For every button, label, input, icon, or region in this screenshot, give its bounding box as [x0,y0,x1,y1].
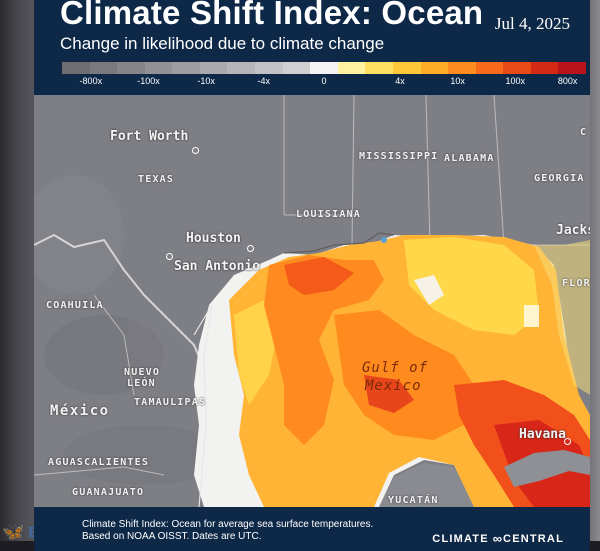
brand-word-1: CLIMATE [432,532,489,545]
city-label-fort-worth: Fort Worth [110,129,189,144]
mexico-coastline [193,304,213,507]
gulf-map: Fort Worth TEXAS MISSISSIPPI ALABAMA GEO… [34,95,590,507]
legend-tick-label: 100x [505,76,526,86]
legend-tick-label: -100x [137,76,160,86]
legend-tick-label: -4x [257,76,270,86]
legend-swatch [558,62,586,74]
source-note-line-1: Climate Shift Index: Ocean for average s… [82,519,374,530]
legend-tick-labels: -800x -100x -10x -4x 0 4x 10x 100x 800x [62,74,586,94]
legend-swatch [475,62,504,74]
legend-swatch [255,62,283,74]
legend-swatch [62,62,90,74]
brand-word-2: CENTRAL [503,532,564,545]
legend-swatch [365,62,393,74]
legend-swatch [227,62,256,74]
legend-swatch [310,62,338,74]
city-dot-san-antonio [166,253,173,260]
city-label-havana: Havana [519,427,566,442]
infinity-icon: ∞ [492,531,502,546]
terrain-texture [34,175,224,485]
state-label-georgia: GEORGIA [534,173,585,184]
legend-tick-label: -800x [79,76,103,86]
legend-tick-label: 0 [321,76,327,86]
sea-label-gulf-of: Gulf of [362,360,429,376]
legend-tick-label: 800x [557,76,578,86]
csi-low-zone-east [404,237,539,335]
state-label-leon: LEÓN [127,378,156,389]
city-dot-houston [247,245,254,252]
state-label-coahuila: COAHUILA [46,300,104,311]
city-label-san-antonio: San Antonio [174,259,261,274]
graphic-header: Climate Shift Index: Ocean Change in lik… [34,0,590,95]
csi-very-high-zone-north [284,257,354,295]
csi-low-zone-west [234,300,279,405]
legend-swatch [337,62,366,74]
legend-swatch [89,62,118,74]
source-note: Climate Shift Index: Ocean for average s… [82,519,412,543]
csi-neutral-patch-2 [524,305,539,327]
city-label-houston: Houston [186,231,241,246]
state-label-guanajuato: GUANAJUATO [72,487,145,498]
legend-swatch [199,62,228,74]
csi-neutral-patch [414,275,444,305]
legend-swatch [172,62,200,74]
state-label-mississippi: MISSISSIPPI [359,151,439,162]
csi-very-high-zone-central [364,375,414,413]
photo-surround-left [0,0,34,551]
legend-tick-label: 4x [395,76,405,86]
rio-grande-border [34,233,210,381]
state-label-louisiana: LOUISIANA [296,209,361,220]
legend-swatch [530,62,559,74]
edge-letter: C [580,127,588,138]
graphic-footer: Climate Shift Index: Ocean for average s… [34,507,590,551]
yucatan-land [379,463,474,507]
legend-swatch [144,62,173,74]
page-title: Climate Shift Index: Ocean [60,0,484,31]
legend-swatch [117,62,145,74]
sea-label-mexico: Mexico [365,378,422,394]
legend-tick-label: 10x [450,76,465,86]
legend-swatch [503,62,531,74]
state-label-florida: FLORIDA [562,278,590,289]
state-label-yucatan: YUCATÁN [388,495,439,506]
climate-shift-graphic: Climate Shift Index: Ocean Change in lik… [34,0,590,551]
us-gulf-coastline [283,232,395,254]
color-scale-legend [62,62,586,74]
state-label-tamaulipas: TAMAULIPAS [134,397,207,408]
city-dot-fort-worth [192,147,199,154]
butterfly-icon: 🦋 [2,522,25,542]
climate-central-logo: CLIMATE ∞ CENTRAL [432,531,564,546]
city-label-jacksonville: Jacksonville [556,223,590,238]
map-drawing [34,95,590,507]
country-label-mexico: México [50,403,110,419]
date-label: Jul 4, 2025 [494,14,570,33]
state-label-alabama: ALABAMA [444,153,495,164]
state-label-nuevo: NUEVO [124,367,161,378]
legend-swatch [448,62,476,74]
cuba-land [504,450,590,487]
legend-swatch [392,62,421,74]
source-note-line-2: Based on NOAA OISST. Dates are UTC. [82,531,262,542]
florida-peninsula [534,240,590,395]
lake-pontchartrain [381,237,387,243]
state-label-aguascalientes: AGUASCALIENTES [48,457,150,468]
csi-high-zone-central [334,310,474,440]
state-label-texas: TEXAS [138,174,175,185]
legend-tick-label: -10x [197,76,215,86]
csi-high-zone-north [264,255,384,445]
city-dot-havana [564,438,571,445]
legend-swatch [282,62,311,74]
legend-swatch [420,62,449,74]
page-subtitle: Change in likelihood due to climate chan… [60,34,385,53]
